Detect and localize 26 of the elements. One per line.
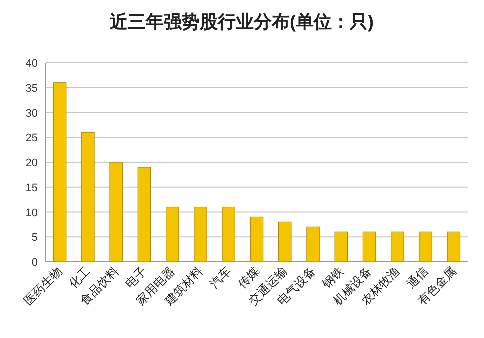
- y-tick-label: 15: [26, 182, 38, 194]
- bar: [82, 132, 95, 262]
- y-tick-label: 5: [32, 232, 38, 244]
- bar: [166, 206, 180, 262]
- bar: [278, 222, 292, 262]
- bar: [447, 232, 461, 262]
- bar: [362, 232, 376, 262]
- bar: [194, 206, 208, 262]
- y-tick-label: 20: [26, 158, 38, 170]
- bar: [419, 232, 432, 262]
- bar: [53, 82, 67, 262]
- bar: [138, 167, 152, 262]
- y-tick-label: 0: [32, 257, 38, 269]
- bar: [391, 232, 404, 262]
- y-tick-label: 25: [26, 132, 38, 145]
- x-tick-label: 汽车: [207, 264, 234, 292]
- bar: [334, 232, 348, 262]
- y-tick-label: 35: [26, 82, 38, 95]
- bar: [110, 162, 123, 262]
- y-tick-label: 40: [26, 58, 38, 70]
- bar: [250, 216, 264, 262]
- y-tick-label: 10: [26, 207, 38, 220]
- bar: [222, 206, 236, 262]
- chart-title: 近三年强势股行业分布(单位：只): [109, 12, 374, 32]
- y-tick-label: 30: [26, 108, 38, 120]
- bar: [306, 226, 320, 262]
